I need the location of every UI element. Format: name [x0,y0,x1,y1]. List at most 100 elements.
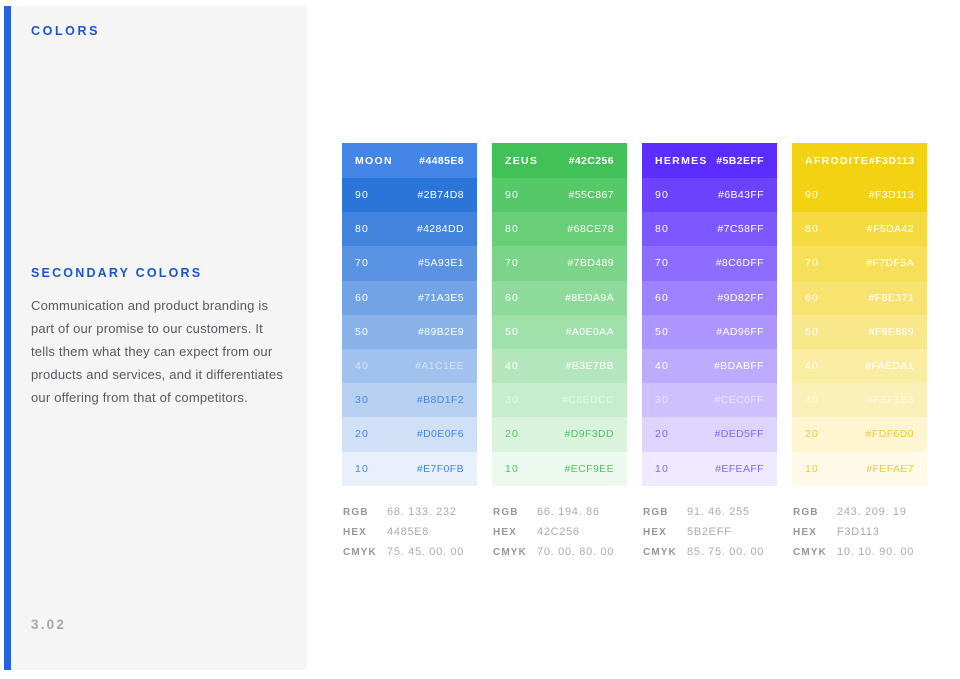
palette-name: AFRODITE [805,154,870,167]
shade-level: 40 [805,360,820,373]
swatch-row: 80 #4284DD [342,212,477,247]
color-palette: HERMES #5B2EFF 90 #6B43FF 80 #7C58FF 70 #8C6D… [642,143,777,566]
swatch-row: 60 #F8E371 [792,280,927,315]
color-palette: AFRODITE #F3D113 90 #F3D113 80 #F5DA42 70 #F7… [792,143,927,566]
shade-level: 40 [355,360,370,373]
hex-label: HEX [643,526,667,538]
shade-hex: #ECF9EE [564,462,614,475]
shade-hex: #5A93E1 [417,257,464,270]
swatch-row: 60 #8EDA9A [492,280,627,315]
sidebar [4,6,307,670]
shade-hex: #E7F0FB [416,462,464,475]
color-palette: ZEUS #42C256 90 #55C867 80 #68CE78 70 #7BD489… [492,143,627,566]
hex-row: HEX 4485E8 [343,526,477,546]
shade-level: 30 [355,394,370,407]
hex-row: HEX 42C256 [493,526,627,546]
swatch-row: 30 #FBF1B8 [792,383,927,418]
palette-grid: MOON #4485E8 90 #2B74D8 80 #4284DD 70 #5A93E1… [342,143,927,566]
swatch-row: 90 #2B74D8 [342,178,477,213]
shade-hex: #AD96FF [716,325,764,338]
hex-row: HEX 5B2EFF [643,526,777,546]
secondary-colors-title: SECONDARY COLORS [31,266,203,280]
rgb-label: RGB [793,506,819,518]
shade-hex: #F5DA42 [866,223,914,236]
shade-hex: #DED5FF [714,428,764,441]
page-number: 3.02 [31,617,67,632]
swatch-row: 20 #D0E0F6 [342,417,477,452]
swatch-row: 50 #F9E889 [792,314,927,349]
hex-value: 4485E8 [387,525,430,538]
swatch-row: 80 #68CE78 [492,212,627,247]
rgb-label: RGB [343,506,369,518]
palette-header: AFRODITE #F3D113 [792,143,927,178]
swatch-row: 40 #B3E7BB [492,348,627,384]
shade-hex: #89B2E9 [417,325,464,338]
swatch-row: 40 #A1C1EE [342,348,477,384]
rgb-label: RGB [493,506,519,518]
shade-level: 50 [805,325,820,338]
secondary-colors-block: SECONDARY COLORS Communication and produ… [31,266,287,409]
swatch-row: 40 #FAEDA1 [792,348,927,384]
shade-hex: #D0E0F6 [416,428,464,441]
shade-hex: #C6EDCC [562,394,614,407]
swatch-row: 90 #55C867 [492,178,627,213]
shade-hex: #8C6DFF [715,257,764,270]
shade-hex: #FDF6D0 [865,428,914,441]
cmyk-row: CMYK 75. 45. 00. 00 [343,546,477,566]
palette-base-hex: #42C256 [568,154,614,167]
hex-value: F3D113 [837,525,880,538]
swatch-row: 70 #5A93E1 [342,246,477,281]
color-spec-block: RGB 68. 133. 232 HEX 4485E8 CMYK 75. 45.… [342,506,477,566]
shade-hex: #2B74D8 [417,189,464,202]
swatch-row: 70 #7BD489 [492,246,627,281]
shade-level: 40 [505,360,520,373]
shade-hex: #A0E0AA [565,325,614,338]
shade-hex: #7C58FF [717,223,764,236]
hex-row: HEX F3D113 [793,526,927,546]
shade-level: 70 [505,257,520,270]
shade-hex: #4284DD [416,223,464,236]
swatch-row: 10 #EFEAFF [642,451,777,486]
shade-level: 10 [655,462,670,475]
shade-level: 80 [355,223,370,236]
section-label: COLORS [31,24,101,38]
shade-hex: #7BD489 [567,257,614,270]
shade-level: 70 [805,257,820,270]
swatch-row: 50 #89B2E9 [342,314,477,349]
swatch-row: 20 #FDF6D0 [792,417,927,452]
palette-header: MOON #4485E8 [342,143,477,178]
swatch-row: 60 #9D82FF [642,280,777,315]
rgb-value: 68. 133. 232 [387,505,457,518]
swatch-column: MOON #4485E8 90 #2B74D8 80 #4284DD 70 #5A93E1… [342,143,477,486]
palette-name: ZEUS [505,154,539,167]
rgb-value: 243. 209. 19 [837,505,907,518]
shade-hex: #FEFAE7 [866,462,914,475]
cmyk-value: 10. 10. 90. 00 [837,545,915,558]
shade-level: 20 [805,428,820,441]
cmyk-row: CMYK 85. 75. 00. 00 [643,546,777,566]
shade-hex: #CEC0FF [714,394,764,407]
swatch-row: 10 #FEFAE7 [792,451,927,486]
cmyk-value: 85. 75. 00. 00 [687,545,765,558]
shade-hex: #68CE78 [567,223,614,236]
shade-hex: #A1C1EE [415,360,464,373]
shade-hex: #F3D113 [868,189,914,202]
shade-level: 80 [505,223,520,236]
shade-level: 70 [655,257,670,270]
shade-level: 30 [655,394,670,407]
shade-level: 10 [355,462,370,475]
swatch-row: 80 #7C58FF [642,212,777,247]
swatch-row: 20 #DED5FF [642,417,777,452]
shade-hex: #BDABFF [713,360,764,373]
cmyk-label: CMYK [343,546,377,558]
shade-hex: #FBF1B8 [866,394,914,407]
swatch-row: 30 #CEC0FF [642,383,777,418]
shade-hex: #F8E371 [868,291,914,304]
shade-level: 90 [655,189,670,202]
swatch-row: 90 #6B43FF [642,178,777,213]
shade-level: 80 [655,223,670,236]
shade-level: 90 [355,189,370,202]
shade-level: 30 [805,394,820,407]
cmyk-value: 75. 45. 00. 00 [387,545,465,558]
